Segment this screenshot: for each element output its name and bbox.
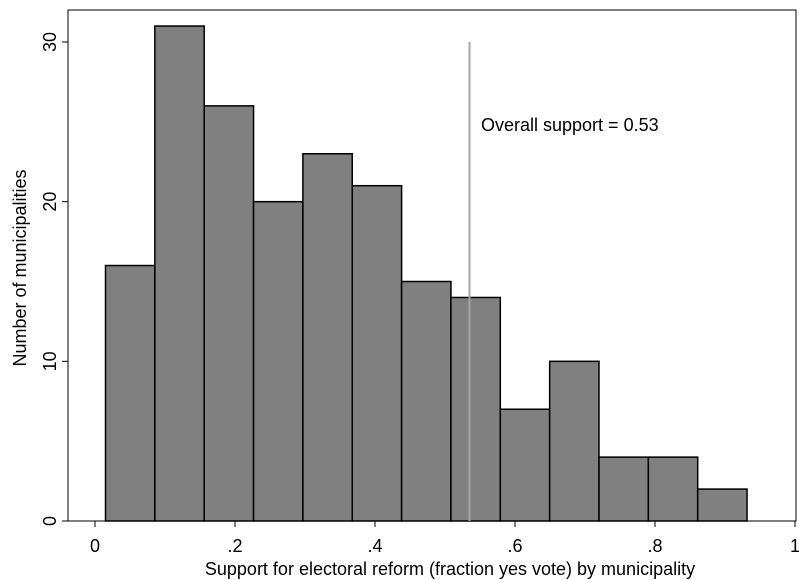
x-axis: 0 .2 .4 .6 .8 1 xyxy=(90,521,799,556)
histogram-bar xyxy=(252,200,304,522)
reference-line-label: Overall support = 0.53 xyxy=(481,115,659,135)
bars-layer xyxy=(104,25,748,522)
histogram-bar xyxy=(400,280,452,522)
x-axis-title: Support for electoral reform (fraction y… xyxy=(205,559,695,579)
histogram-bar xyxy=(351,184,403,522)
histogram-bar xyxy=(450,296,502,522)
histogram-bar xyxy=(598,456,650,522)
y-tick-label: 0 xyxy=(40,516,60,526)
x-tick-label: .4 xyxy=(367,536,382,556)
histogram-bar xyxy=(104,264,156,522)
x-tick-label: 1 xyxy=(790,536,799,556)
y-axis-title: Number of municipalities xyxy=(10,169,30,366)
x-tick-label: .8 xyxy=(647,536,662,556)
histogram-bar xyxy=(696,488,748,522)
x-tick-label: .2 xyxy=(227,536,242,556)
histogram-bar xyxy=(647,456,699,522)
histogram-bar xyxy=(499,408,551,522)
x-tick-label: .6 xyxy=(507,536,522,556)
y-tick-label: 10 xyxy=(40,351,60,371)
histogram-bar xyxy=(154,25,205,522)
y-tick-label: 20 xyxy=(40,192,60,212)
histogram-bar xyxy=(548,360,600,522)
y-axis: 0 10 20 30 xyxy=(40,32,68,526)
y-tick-label: 30 xyxy=(40,32,60,52)
histogram-bar xyxy=(203,105,255,522)
x-tick-label: 0 xyxy=(90,536,100,556)
histogram-bar xyxy=(302,153,353,522)
